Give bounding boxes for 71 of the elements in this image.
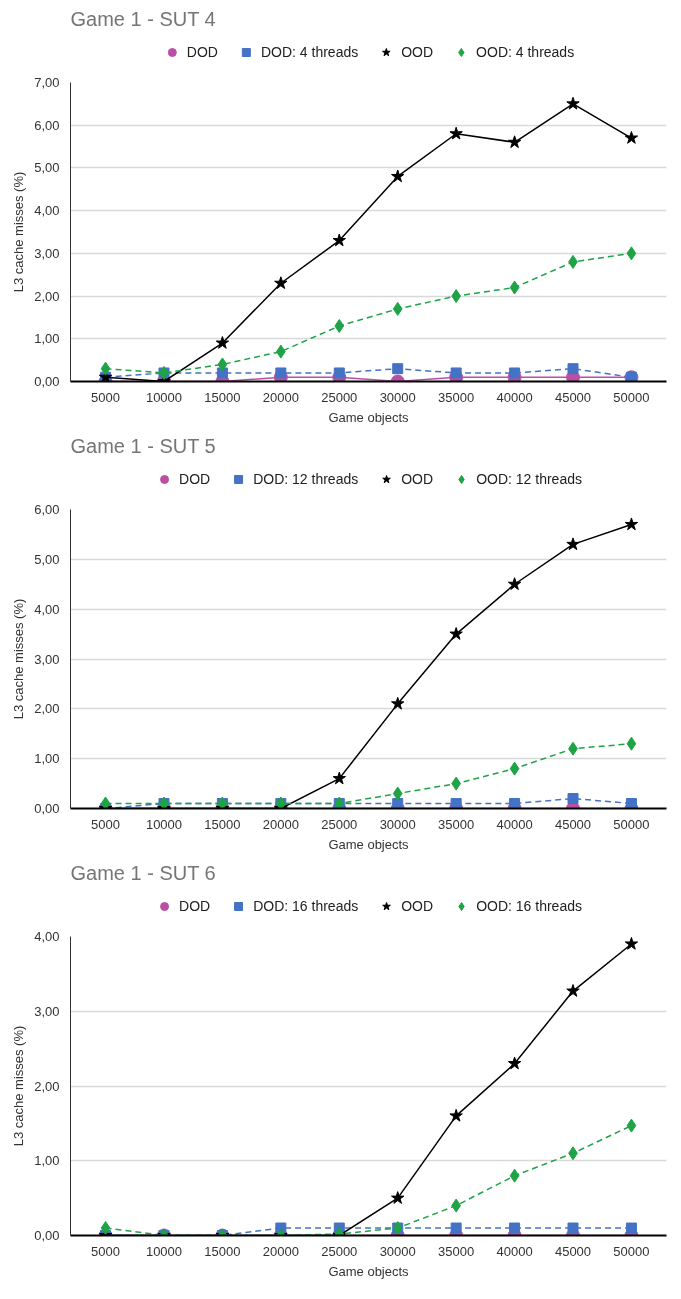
x-tick-label: 15000 <box>204 389 241 405</box>
x-tick-label: 50000 <box>613 389 650 405</box>
y-tick-label: 5,00 <box>34 160 60 176</box>
legend-label: DOD: 12 threads <box>253 471 359 487</box>
y-tick-label: 2,00 <box>34 1078 60 1094</box>
legend-label: OOD: 16 threads <box>476 898 582 914</box>
y-tick-label: 0,00 <box>34 374 60 389</box>
y-tick-label: 1,00 <box>34 1153 60 1169</box>
x-tick-label: 10000 <box>145 1243 183 1259</box>
legend-label: DOD <box>179 471 211 487</box>
y-tick-label: 3,00 <box>34 245 60 261</box>
y-tick-label: 4,00 <box>34 601 60 617</box>
x-tick-label: 20000 <box>262 816 299 832</box>
chart-title: Game 1 - SUT 4 <box>70 7 216 30</box>
legend-label: DOD <box>186 44 218 60</box>
x-tick-label: 25000 <box>321 816 358 832</box>
chart-title: Game 1 - SUT 5 <box>70 434 216 457</box>
y-axis-title: L3 cache misses (%) <box>11 1025 27 1147</box>
y-tick-label: 5,00 <box>34 551 60 567</box>
y-tick-label: 0,00 <box>34 801 60 816</box>
y-tick-label: 6,00 <box>34 117 60 133</box>
x-tick-label: 15000 <box>204 1243 241 1259</box>
legend-label: OOD: 12 threads <box>476 471 582 487</box>
y-tick-label: 2,00 <box>34 288 60 304</box>
x-tick-label: 20000 <box>262 1243 299 1259</box>
y-tick-label: 1,00 <box>34 331 60 347</box>
legend-label: OOD: 4 threads <box>476 44 575 60</box>
legend-label: DOD: 4 threads <box>260 44 359 60</box>
x-tick-label: 30000 <box>379 389 416 405</box>
x-axis-title: Game objects <box>328 409 410 425</box>
y-tick-label: 7,00 <box>34 75 60 90</box>
y-tick-label: 4,00 <box>34 203 60 219</box>
x-tick-label: 20000 <box>262 389 299 405</box>
x-tick-label: 50000 <box>613 1243 650 1259</box>
x-tick-label: 40000 <box>496 389 533 405</box>
y-tick-label: 3,00 <box>34 1003 60 1019</box>
x-tick-label: 40000 <box>496 816 533 832</box>
x-tick-label: 45000 <box>554 389 592 405</box>
x-tick-label: 35000 <box>438 389 475 405</box>
x-axis-title: Game objects <box>328 1263 410 1279</box>
legend-label: OOD <box>401 471 434 487</box>
legend-label: OOD <box>401 44 434 60</box>
y-axis-title: L3 cache misses (%) <box>11 598 27 720</box>
x-tick-label: 50000 <box>613 816 650 832</box>
x-tick-label: 35000 <box>438 1243 475 1259</box>
x-axis-title: Game objects <box>328 836 410 852</box>
y-axis-title: L3 cache misses (%) <box>11 171 27 293</box>
y-tick-label: 6,00 <box>34 502 60 517</box>
y-tick-label: 1,00 <box>34 751 60 767</box>
x-tick-label: 45000 <box>554 816 592 832</box>
chart-title: Game 1 - SUT 6 <box>70 861 216 884</box>
x-tick-label: 40000 <box>496 1243 533 1259</box>
y-tick-label: 0,00 <box>34 1228 60 1243</box>
legend-label: DOD <box>179 898 211 914</box>
x-tick-label: 25000 <box>321 1243 358 1259</box>
x-tick-label: 5000 <box>91 389 121 405</box>
x-tick-label: 15000 <box>204 816 241 832</box>
x-tick-label: 10000 <box>145 816 183 832</box>
legend-label: DOD: 16 threads <box>253 898 359 914</box>
y-tick-label: 3,00 <box>34 651 60 667</box>
legend-label: OOD <box>401 898 434 914</box>
x-tick-label: 30000 <box>379 1243 416 1259</box>
y-tick-label: 2,00 <box>34 701 60 717</box>
x-tick-label: 30000 <box>379 816 416 832</box>
x-tick-label: 25000 <box>321 389 358 405</box>
x-tick-label: 5000 <box>91 1243 121 1259</box>
x-tick-label: 5000 <box>91 816 121 832</box>
x-tick-label: 10000 <box>145 389 183 405</box>
y-tick-label: 4,00 <box>34 929 60 944</box>
x-tick-label: 35000 <box>438 816 475 832</box>
x-tick-label: 45000 <box>554 1243 592 1259</box>
